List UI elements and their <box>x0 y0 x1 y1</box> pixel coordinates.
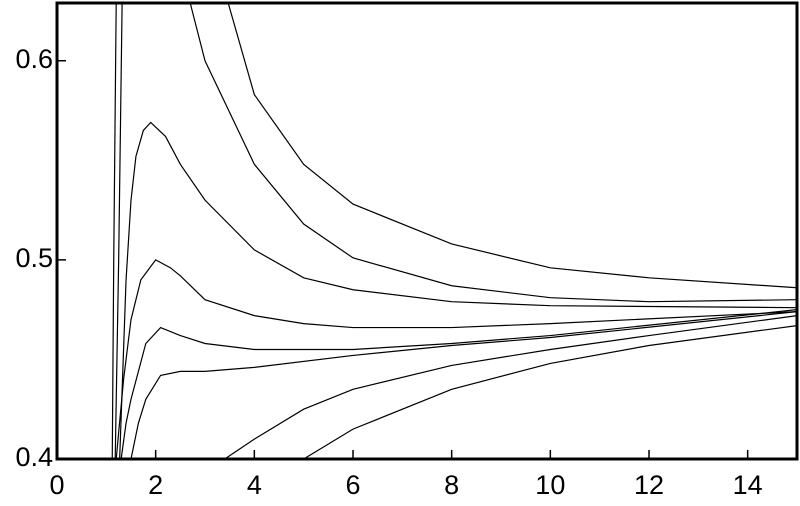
x-tick-label: 2 <box>148 470 163 500</box>
curve <box>224 315 797 459</box>
x-tick-label: 0 <box>49 470 64 500</box>
y-tick-label: 0.5 <box>15 243 53 273</box>
curve <box>303 324 797 459</box>
curve <box>111 3 117 459</box>
curve <box>115 259 797 459</box>
y-tick-label: 0.6 <box>15 44 53 74</box>
x-tick-label: 4 <box>247 470 262 500</box>
curve <box>227 3 797 289</box>
x-tick-label: 10 <box>535 470 565 500</box>
x-tick-label: 6 <box>345 470 360 500</box>
x-tick-label: 12 <box>634 470 664 500</box>
curve <box>119 121 797 459</box>
y-tick-label: 0.4 <box>15 442 53 472</box>
x-tick-label: 14 <box>733 470 763 500</box>
curve <box>120 309 797 459</box>
plot-frame <box>55 1 799 461</box>
curve <box>114 3 123 459</box>
x-tick-label: 8 <box>444 470 459 500</box>
plot-area <box>111 3 797 459</box>
curve <box>130 311 797 459</box>
curve <box>189 3 797 303</box>
